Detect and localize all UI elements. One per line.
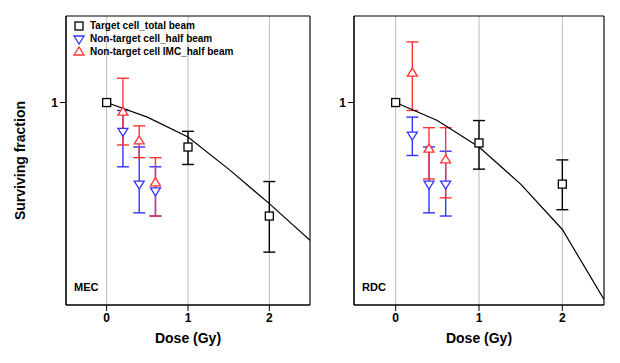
svg-text:1: 1: [339, 96, 346, 110]
svg-text:Dose (Gy): Dose (Gy): [446, 330, 512, 346]
svg-text:2: 2: [559, 311, 566, 325]
svg-text:Surviving fraction: Surviving fraction: [12, 101, 28, 220]
svg-text:Dose (Gy): Dose (Gy): [155, 330, 221, 346]
svg-text:1: 1: [185, 311, 192, 325]
html-text:Non-target cell_half beam: Non-target cell_half beam: [90, 33, 213, 44]
svg-text:1: 1: [51, 96, 58, 110]
html-text:Target cell_total beam: Target cell_total beam: [90, 20, 195, 31]
svg-text:2: 2: [266, 311, 273, 325]
html-text:RDC: RDC: [362, 281, 386, 293]
svg-text:1: 1: [476, 311, 483, 325]
html-text:MEC: MEC: [74, 281, 99, 293]
svg-text:0: 0: [392, 311, 399, 325]
svg-text:0: 0: [103, 311, 110, 325]
html-text:Non-target cell IMC_half beam: Non-target cell IMC_half beam: [90, 46, 234, 57]
